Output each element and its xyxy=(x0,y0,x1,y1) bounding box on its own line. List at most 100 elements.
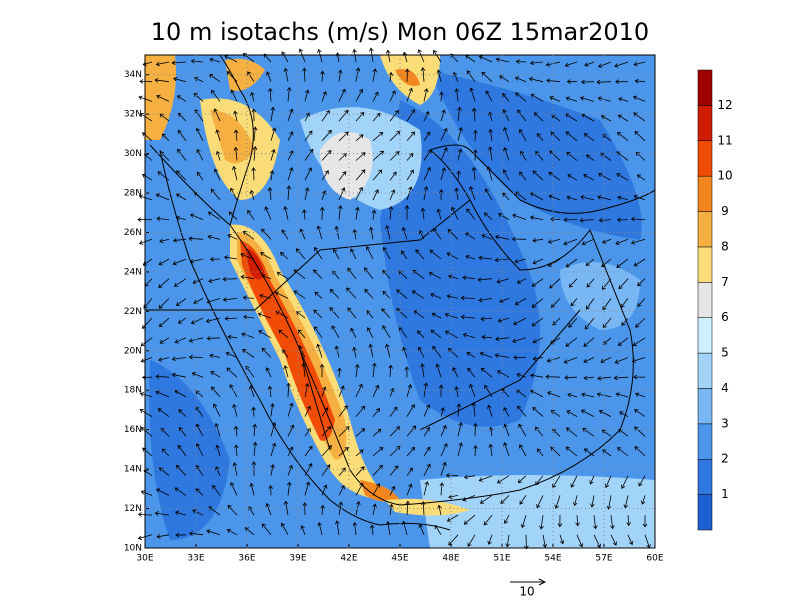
colorbar-swatch xyxy=(697,423,713,460)
wind-vector xyxy=(338,405,348,417)
wind-vector xyxy=(430,329,442,339)
wind-vector xyxy=(604,475,612,489)
wind-vector xyxy=(257,312,272,319)
wind-vector xyxy=(564,375,578,380)
wind-vector xyxy=(596,79,612,85)
wind-vector xyxy=(546,357,561,363)
wind-vector xyxy=(389,109,399,122)
wind-vector xyxy=(615,238,629,246)
wind-vector xyxy=(267,385,273,397)
wind-vector xyxy=(252,441,258,457)
wind-vector xyxy=(232,165,238,181)
wind-vector xyxy=(564,61,578,68)
wind-vector xyxy=(321,386,327,398)
wind-vector xyxy=(618,278,629,290)
wind-vector xyxy=(354,363,360,378)
wind-vector xyxy=(210,188,221,201)
wind-vector xyxy=(440,407,445,417)
wind-vector xyxy=(210,371,221,378)
wind-vector xyxy=(634,130,646,142)
wind-vector xyxy=(529,60,544,66)
wind-vector xyxy=(566,151,578,161)
wind-vector xyxy=(405,68,410,82)
wind-vector xyxy=(613,375,629,381)
colorbar-label: 4 xyxy=(721,381,729,395)
wind-vector xyxy=(242,295,255,301)
wind-vector xyxy=(440,461,447,476)
wind-vector xyxy=(444,330,459,339)
wind-vector xyxy=(338,187,346,201)
wind-vector xyxy=(585,258,595,266)
wind-vector xyxy=(240,274,255,280)
lon-tick-label: 45E xyxy=(391,554,408,564)
wind-vector xyxy=(483,514,493,526)
wind-vector xyxy=(209,353,221,359)
wind-vector xyxy=(454,187,459,200)
wind-vector xyxy=(347,267,357,279)
wind-vector xyxy=(479,495,493,504)
wind-vector xyxy=(406,425,417,437)
wind-vector xyxy=(479,351,493,358)
wind-vector xyxy=(302,209,307,220)
wind-vector xyxy=(567,174,578,181)
wind-vector xyxy=(440,147,448,161)
wind-vector xyxy=(139,408,153,417)
wind-vector xyxy=(304,463,313,476)
wind-vector xyxy=(176,95,187,102)
wind-vector xyxy=(480,367,493,378)
wind-vector xyxy=(404,205,410,220)
wind-vector xyxy=(549,278,561,289)
wind-vector xyxy=(478,55,493,63)
wind-vector xyxy=(372,464,383,476)
wind-vector xyxy=(225,351,238,358)
wind-vector xyxy=(206,529,221,536)
wind-vector xyxy=(439,482,445,496)
wind-vector xyxy=(155,61,170,67)
wind-vector xyxy=(338,485,345,496)
wind-vector xyxy=(542,534,548,548)
wind-vector xyxy=(287,464,294,476)
wind-vector xyxy=(530,93,544,102)
wind-vector xyxy=(242,53,255,63)
wind-vector xyxy=(466,208,476,220)
wind-vector xyxy=(320,504,325,516)
lon-tick-label: 48E xyxy=(442,554,459,564)
wind-vector xyxy=(304,445,313,457)
wind-vector xyxy=(142,61,153,67)
wind-vector xyxy=(401,226,408,240)
lon-tick-label: 33E xyxy=(187,554,204,564)
wind-vector xyxy=(274,291,289,299)
wind-vector xyxy=(610,515,615,530)
wind-vector xyxy=(230,89,238,102)
wind-vector xyxy=(321,170,329,181)
wind-vector xyxy=(270,422,277,437)
wind-vector xyxy=(158,317,170,328)
wind-vector xyxy=(389,445,401,457)
wind-vector xyxy=(270,106,276,122)
wind-vector xyxy=(227,504,238,516)
lat-tick-label: 34N xyxy=(124,70,142,80)
wind-vector xyxy=(270,403,275,417)
wind-vector xyxy=(250,91,255,102)
wind-vector xyxy=(155,488,170,496)
wind-vector xyxy=(446,294,459,299)
wind-vector xyxy=(457,442,463,457)
wind-vector xyxy=(338,131,349,142)
wind-vector xyxy=(372,169,383,181)
wind-vector xyxy=(350,327,357,338)
wind-vector xyxy=(281,51,289,63)
wind-vector xyxy=(551,114,561,122)
wind-vector xyxy=(212,484,221,496)
wind-vector xyxy=(278,329,289,339)
wind-vector xyxy=(469,383,476,398)
wind-vector xyxy=(563,217,578,223)
wind-vector xyxy=(457,126,463,141)
wind-vector xyxy=(172,258,187,266)
wind-vector xyxy=(137,534,153,541)
wind-vector xyxy=(423,111,430,122)
wind-vector xyxy=(355,152,366,161)
wind-vector xyxy=(635,392,646,398)
wind-vector xyxy=(512,213,527,220)
wind-vector xyxy=(195,488,204,496)
wind-vector xyxy=(417,49,425,63)
